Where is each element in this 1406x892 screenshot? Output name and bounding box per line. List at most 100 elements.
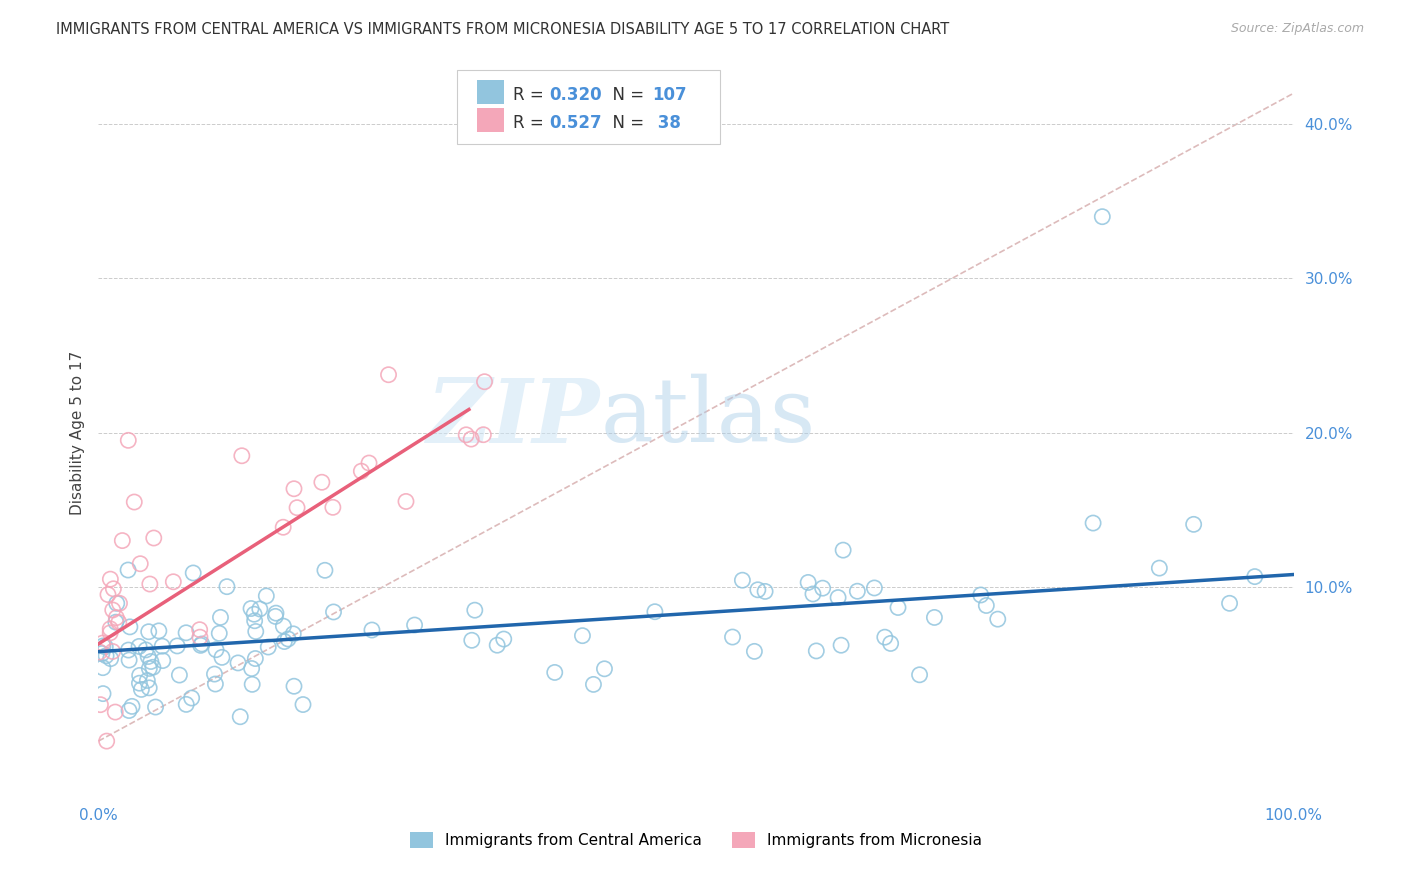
Text: ZIP: ZIP [427, 375, 600, 461]
Point [887, 600, 910, 615]
Point [188, 630, 211, 644]
Point [124, 495, 146, 509]
Point [138, 681, 160, 695]
Point [486, 638, 509, 652]
Point [243, 607, 266, 622]
Point [136, 673, 159, 688]
Point [277, 632, 299, 646]
Point [314, 563, 336, 577]
Point [472, 427, 495, 442]
Point [846, 584, 869, 599]
Point [747, 582, 769, 597]
Point [322, 500, 344, 515]
Point [136, 649, 159, 664]
Point [128, 676, 150, 690]
Point [128, 668, 150, 682]
Point [827, 591, 849, 605]
Point [117, 563, 139, 577]
Point [1219, 596, 1241, 610]
Text: IMMIGRANTS FROM CENTRAL AMERICA VS IMMIGRANTS FROM MICRONESIA DISABILITY AGE 5 T: IMMIGRANTS FROM CENTRAL AMERICA VS IMMIG… [56, 22, 949, 37]
Point [801, 587, 824, 601]
Text: 0.527: 0.527 [548, 114, 602, 132]
Point [582, 677, 605, 691]
Point [89, 645, 111, 659]
Point [283, 482, 305, 496]
Point [1081, 516, 1104, 530]
Point [105, 596, 128, 610]
Point [1182, 517, 1205, 532]
Text: N =: N = [602, 114, 650, 132]
Legend: Immigrants from Central America, Immigrants from Micronesia: Immigrants from Central America, Immigra… [404, 826, 988, 855]
Point [292, 698, 315, 712]
Point [571, 629, 593, 643]
Point [191, 637, 214, 651]
Point [91, 639, 114, 653]
Point [879, 636, 901, 650]
Point [98, 625, 121, 640]
Point [91, 661, 114, 675]
Point [96, 734, 118, 748]
Point [1243, 569, 1265, 583]
Point [243, 614, 266, 628]
Point [148, 624, 170, 638]
Text: 0.320: 0.320 [548, 86, 602, 103]
FancyBboxPatch shape [457, 70, 720, 144]
Point [404, 618, 426, 632]
Point [811, 581, 834, 595]
Point [832, 543, 855, 558]
Point [211, 650, 233, 665]
Point [285, 500, 308, 515]
Text: 107: 107 [652, 86, 686, 103]
Point [474, 375, 496, 389]
Point [107, 615, 129, 630]
Point [215, 580, 238, 594]
Point [361, 623, 384, 637]
Point [204, 667, 226, 681]
Point [744, 644, 766, 658]
Point [461, 633, 484, 648]
Point [162, 574, 184, 589]
Point [209, 610, 232, 624]
Point [970, 588, 993, 602]
Point [273, 619, 295, 633]
Point [644, 605, 666, 619]
Point [908, 667, 931, 681]
Point [863, 581, 886, 595]
Point [174, 698, 197, 712]
Point [98, 622, 121, 636]
Point [121, 699, 143, 714]
Point [135, 643, 157, 657]
Point [91, 636, 114, 650]
Point [873, 630, 896, 644]
Point [240, 677, 263, 691]
Point [97, 588, 120, 602]
Point [976, 599, 998, 613]
Point [91, 687, 114, 701]
Point [104, 615, 127, 629]
Text: R =: R = [513, 86, 550, 103]
Point [174, 625, 197, 640]
Point [240, 661, 263, 675]
Point [464, 603, 486, 617]
Text: atlas: atlas [600, 374, 815, 461]
Point [139, 577, 162, 591]
Point [273, 634, 295, 648]
Point [108, 596, 131, 610]
Point [283, 679, 305, 693]
Point [264, 606, 287, 620]
Point [271, 520, 294, 534]
Point [721, 630, 744, 644]
Point [350, 464, 373, 478]
Point [103, 582, 125, 596]
Point [180, 691, 202, 706]
FancyBboxPatch shape [477, 108, 503, 131]
Point [924, 610, 946, 624]
Point [231, 449, 253, 463]
FancyBboxPatch shape [477, 80, 503, 103]
Point [138, 624, 160, 639]
Point [100, 651, 122, 665]
Point [226, 656, 249, 670]
Point [118, 704, 141, 718]
Point [322, 605, 344, 619]
Point [240, 601, 263, 615]
